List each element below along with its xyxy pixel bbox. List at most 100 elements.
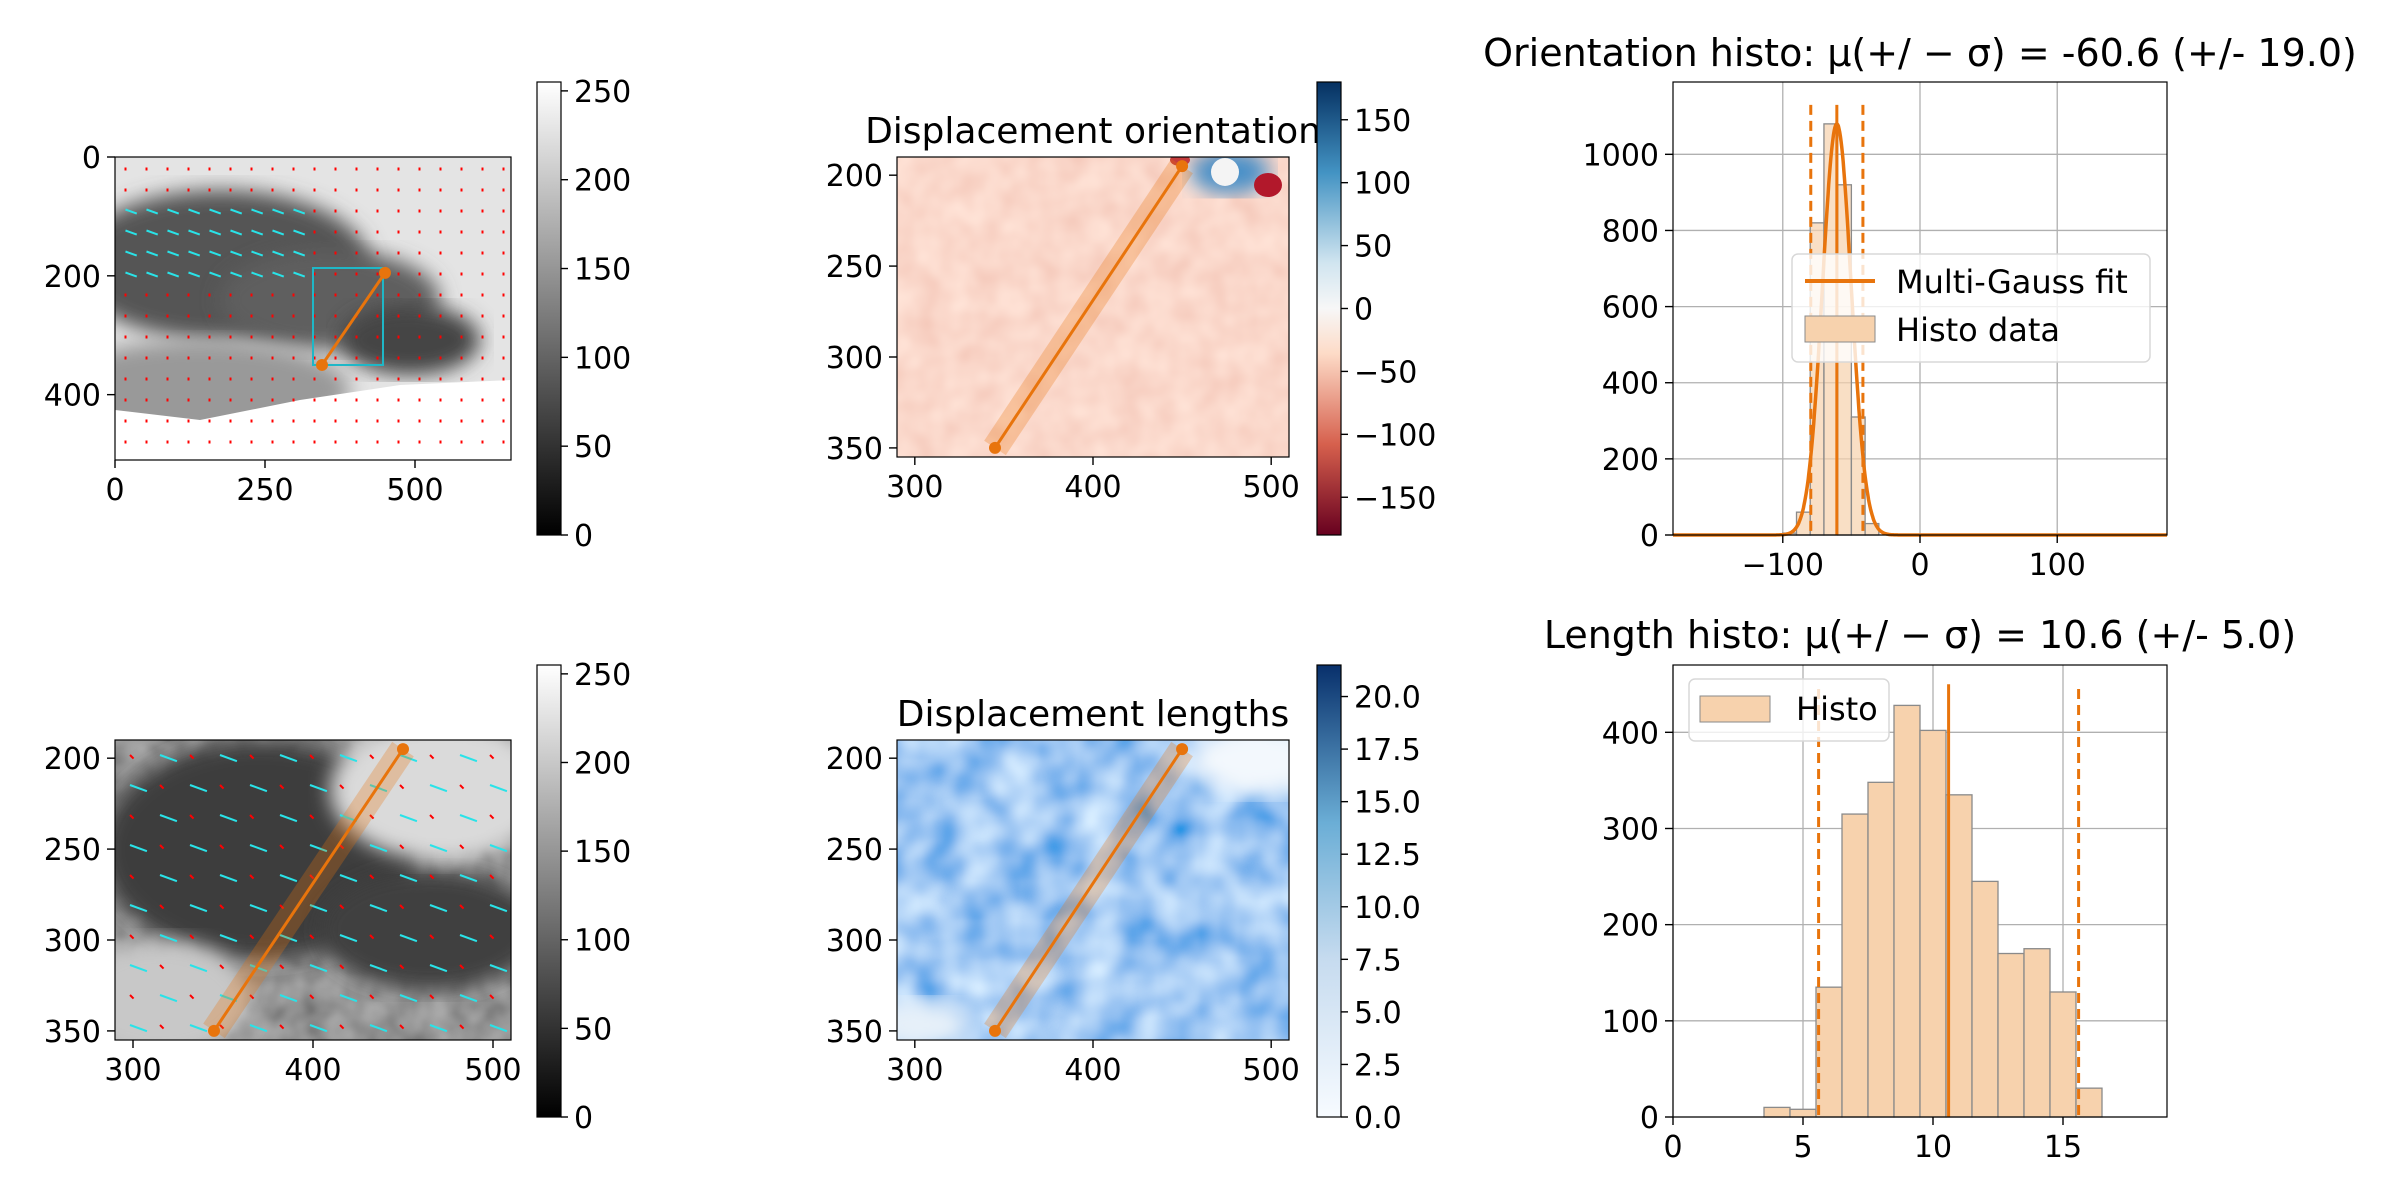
legend-bar-swatch xyxy=(1699,695,1771,723)
displacement-vector xyxy=(249,1024,268,1033)
x-tick-label: 300 xyxy=(886,470,943,505)
x-tick-label: 5 xyxy=(1793,1130,1812,1165)
displacement-vector xyxy=(272,271,285,278)
histogram-bar xyxy=(1893,704,1921,1118)
profile-start-point xyxy=(316,358,328,371)
colorbar-tick-label: 12.5 xyxy=(1354,838,1421,873)
displacement-vector xyxy=(309,874,315,880)
displacement-vector xyxy=(251,229,264,236)
displacement-vector xyxy=(159,1024,165,1030)
profile-end-point xyxy=(1176,160,1189,173)
displacement-vector xyxy=(459,754,478,763)
displacement-vector xyxy=(339,994,358,1003)
histogram-bar xyxy=(1867,781,1895,1118)
histogram-bar xyxy=(1841,813,1869,1118)
displacement-vector xyxy=(339,754,358,763)
displacement-vector xyxy=(459,784,465,790)
displacement-vector xyxy=(129,1024,148,1033)
x-tick-label: 10 xyxy=(1914,1130,1952,1165)
colorbar xyxy=(1316,81,1342,536)
displacement-vector xyxy=(251,271,264,278)
colorbar-tick-label: 100 xyxy=(1354,167,1411,202)
displacement-vector xyxy=(279,964,285,970)
y-tick-label: 200 xyxy=(826,742,883,777)
displacement-vector xyxy=(339,784,345,790)
displacement-vector xyxy=(188,271,201,278)
displacement-vector xyxy=(129,754,135,760)
displacement-vector xyxy=(399,994,418,1003)
displacement-vector xyxy=(459,904,465,910)
smoke-dense xyxy=(320,870,511,990)
displacement-vector xyxy=(279,754,298,763)
displacement-vector xyxy=(399,1024,405,1030)
displacement-vector xyxy=(272,208,285,215)
displacement-vector xyxy=(209,208,222,215)
displacement-vector xyxy=(129,874,135,880)
displacement-vector xyxy=(167,208,180,215)
displacement-vector xyxy=(369,994,375,1000)
histogram-bar xyxy=(1997,952,2025,1118)
displacement-vector xyxy=(251,208,264,215)
colorbar xyxy=(1316,664,1342,1118)
displacement-vector xyxy=(489,994,495,1000)
displacement-vector xyxy=(369,1024,388,1033)
panel-displacement-orientation: Displacement orientation 300 400 500200250… xyxy=(826,81,1436,536)
colorbar-tick-label: 7.5 xyxy=(1354,943,1402,978)
displacement-vector xyxy=(189,784,208,793)
displacement-vector xyxy=(167,250,180,257)
displacement-vector xyxy=(399,904,405,910)
displacement-vector xyxy=(459,934,478,943)
displacement-vector xyxy=(125,271,138,278)
legend-bar-swatch xyxy=(1804,315,1876,343)
colorbar-tick-label: 0.0 xyxy=(1354,1101,1402,1136)
displacement-vector xyxy=(219,1024,225,1030)
displacement-vector xyxy=(188,229,201,236)
y-tick-label: 400 xyxy=(1602,716,1659,751)
displacement-vector xyxy=(249,934,255,940)
y-tick-label: 200 xyxy=(1602,443,1659,478)
ground-region xyxy=(115,380,511,460)
y-tick-label: 800 xyxy=(1602,214,1659,249)
displacement-vector xyxy=(209,250,222,257)
x-tick-label: 250 xyxy=(236,473,293,508)
x-tick-label: 500 xyxy=(386,473,443,508)
displacement-vector xyxy=(189,964,208,973)
displacement-vector xyxy=(249,754,255,760)
legend-label-histo: Histo xyxy=(1796,690,1878,728)
displacement-vector xyxy=(429,754,435,760)
displacement-vector xyxy=(249,784,268,793)
displacement-vector xyxy=(279,874,298,883)
displacement-vector xyxy=(129,904,148,913)
x-tick-label: 15 xyxy=(2044,1130,2082,1165)
colorbar-tick-label: 150 xyxy=(574,835,631,870)
colorbar-tick-label: 100 xyxy=(574,341,631,376)
colorbar xyxy=(536,664,562,1118)
orientation-red-patch xyxy=(1254,173,1282,197)
colorbar-tick-label: −50 xyxy=(1354,355,1417,390)
displacement-vector xyxy=(489,1024,508,1033)
profile-end-point xyxy=(379,266,391,279)
displacement-vector xyxy=(189,844,208,853)
displacement-vector xyxy=(399,754,418,763)
clear-sky xyxy=(330,740,511,860)
displacement-vector xyxy=(293,229,306,236)
x-tick-label: 0 xyxy=(105,473,124,508)
panel-raw-full: 0 250 500 0 200 400 0 50 100 150 200 250 xyxy=(44,75,632,554)
displacement-vector xyxy=(219,964,225,970)
x-tick-label: 300 xyxy=(886,1053,943,1088)
y-tick-label: 0 xyxy=(1640,1101,1659,1136)
displacement-vector xyxy=(251,250,264,257)
orientation-map-image xyxy=(897,157,1289,457)
y-tick-label: 300 xyxy=(1602,812,1659,847)
displacement-vector xyxy=(369,814,375,820)
clear-sky xyxy=(115,940,250,1040)
displacement-vector xyxy=(489,964,508,973)
orientation-histogram-title: Orientation histo: μ(+/ − σ) = -60.6 (+/… xyxy=(1483,31,2357,75)
displacement-vector xyxy=(279,844,285,850)
displacement-vector xyxy=(146,250,159,257)
y-tick-label: 350 xyxy=(826,1015,883,1050)
displacement-vector xyxy=(146,208,159,215)
smoke-plume xyxy=(340,305,480,375)
displacement-vector xyxy=(429,874,435,880)
displacement-vector xyxy=(188,208,201,215)
